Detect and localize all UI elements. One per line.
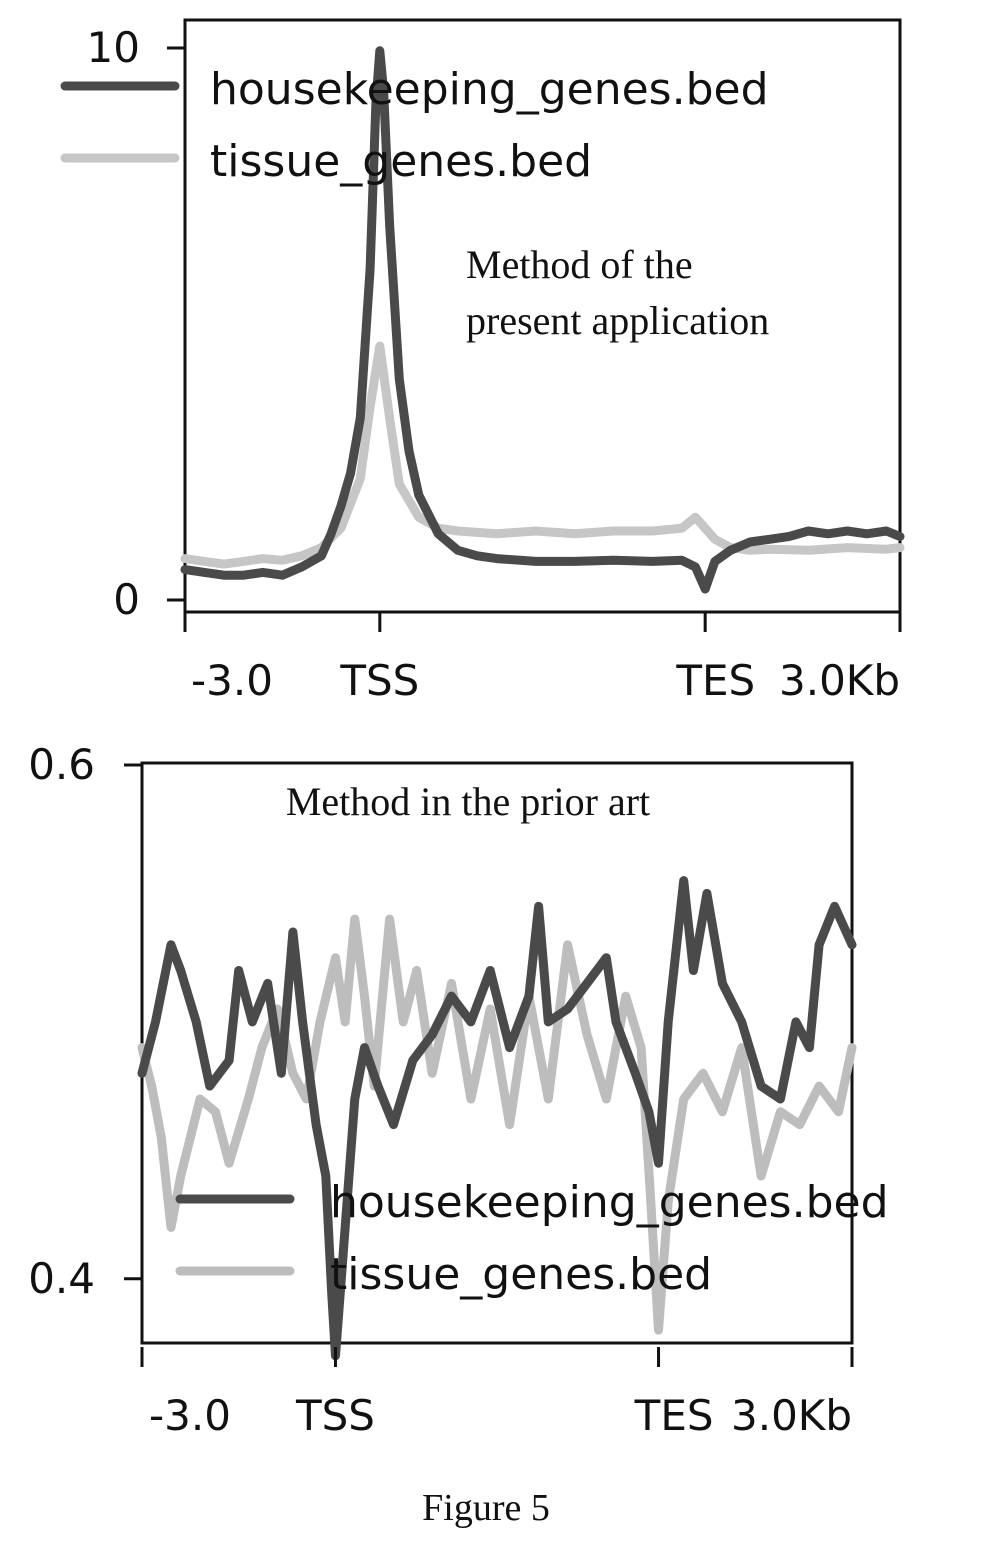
figure-caption: Figure 5 [422, 1487, 550, 1529]
x-tick-label: TSS [295, 1391, 375, 1440]
legend-label-housekeeping: housekeeping_genes.bed [210, 64, 769, 115]
x-tick-label: -3.0 [149, 1391, 231, 1440]
x-tick-label: TES [634, 1391, 714, 1440]
x-tick-label: TES [675, 656, 755, 705]
chart-annotation: Method in the prior art [286, 779, 650, 824]
series-line-tissue [137, 914, 857, 1335]
y-tick-label: 0 [113, 575, 140, 624]
x-tick-label: -3.0 [191, 656, 273, 705]
chart-annotation: present application [466, 298, 769, 343]
y-tick-label: 0.6 [28, 740, 95, 789]
series-line-housekeeping [180, 46, 905, 594]
legend-label-housekeeping: housekeeping_genes.bed [330, 1177, 889, 1228]
series-line-housekeeping [137, 876, 857, 1361]
legend-label-tissue: tissue_genes.bed [330, 1249, 712, 1300]
x-tick-label: 3.0Kb [779, 656, 900, 705]
legend-label-tissue: tissue_genes.bed [210, 136, 592, 187]
chart-annotation: Method of the [466, 242, 693, 287]
x-tick-label: 3.0Kb [731, 1391, 852, 1440]
chart-present-application: 0 10 -3.0 TSS TES 3.0Kb housekeeping_genes.bed… [60, 18, 905, 705]
plot-frame [183, 18, 902, 614]
chart-prior-art: 0.4 0.6 -3.0 TSS TES 3.0Kb housekeeping_genes.… [28, 740, 888, 1440]
y-tick-label: 10 [87, 23, 140, 72]
y-tick-label: 0.4 [28, 1254, 95, 1303]
x-tick-label: TSS [339, 656, 419, 705]
